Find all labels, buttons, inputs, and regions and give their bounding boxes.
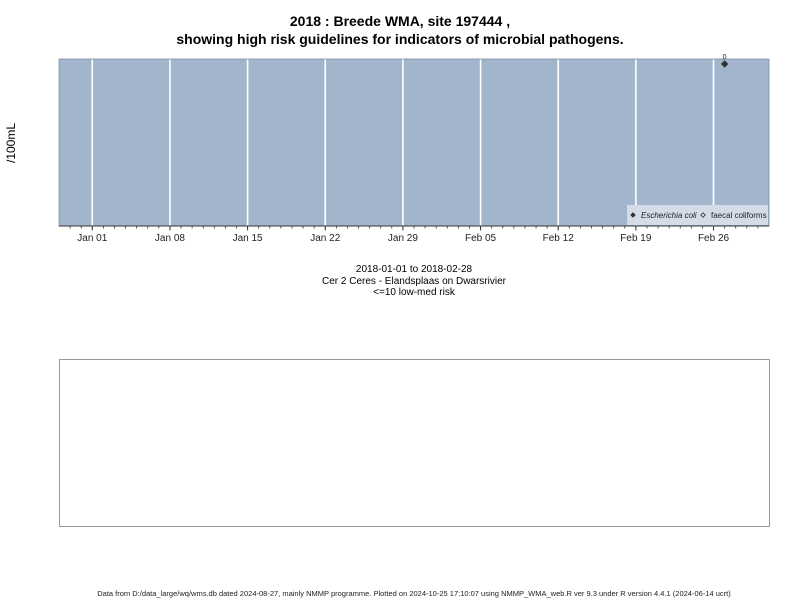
- x-tick-label: Feb 26: [698, 233, 730, 244]
- x-tick-label: Jan 29: [388, 233, 418, 244]
- chart-title-line-1: 2018 : Breede WMA, site 197444 ,: [289, 13, 511, 29]
- x-tick-label: Jan 15: [233, 233, 263, 244]
- caption-risk: <=10 low-med risk: [373, 287, 455, 298]
- x-tick-label: Feb 05: [465, 233, 497, 244]
- legend-marker: [630, 212, 636, 218]
- x-tick-label: Feb 19: [620, 233, 652, 244]
- legend-label: faecal coliforms: [711, 211, 767, 220]
- x-tick-label: Jan 22: [310, 233, 340, 244]
- data-label: 0: [723, 54, 727, 61]
- x-tick-label: Feb 12: [543, 233, 575, 244]
- x-tick-label: Jan 01: [77, 233, 107, 244]
- caption-site-name: Cer 2 Ceres - Elandsplaas on Dwarsrivier: [322, 276, 506, 287]
- legend-marker: [700, 212, 706, 218]
- chart-title-line-2: showing high risk guidelines for indicat…: [176, 31, 624, 47]
- x-tick-label: Jan 08: [155, 233, 185, 244]
- data-point-e-coli: [720, 60, 729, 68]
- legend-label: Escherichia coli: [641, 211, 697, 220]
- legend-box: [627, 205, 768, 225]
- plot-background: [59, 59, 769, 226]
- chart-svg: Jan 01 Jan 08 Jan 15 Jan 22 Jan 29 Feb 05 Feb …: [58, 54, 770, 244]
- caption-date-range: 2018-01-01 to 2018-02-28: [355, 264, 473, 275]
- footer-note: Data from D:/data_large/wq/wms.db dated …: [97, 589, 731, 598]
- empty-plot-panel: [59, 359, 770, 527]
